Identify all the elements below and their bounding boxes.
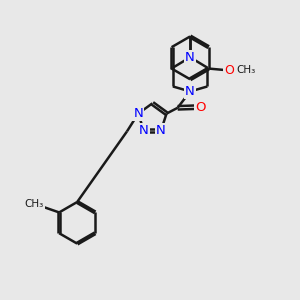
Text: CH₃: CH₃ (25, 199, 44, 209)
Text: N: N (139, 124, 148, 137)
Text: N: N (185, 85, 195, 98)
Text: O: O (195, 101, 206, 114)
Text: N: N (134, 107, 143, 120)
Text: N: N (185, 51, 195, 64)
Text: N: N (156, 124, 166, 137)
Text: CH₃: CH₃ (236, 65, 255, 75)
Text: O: O (224, 64, 234, 76)
